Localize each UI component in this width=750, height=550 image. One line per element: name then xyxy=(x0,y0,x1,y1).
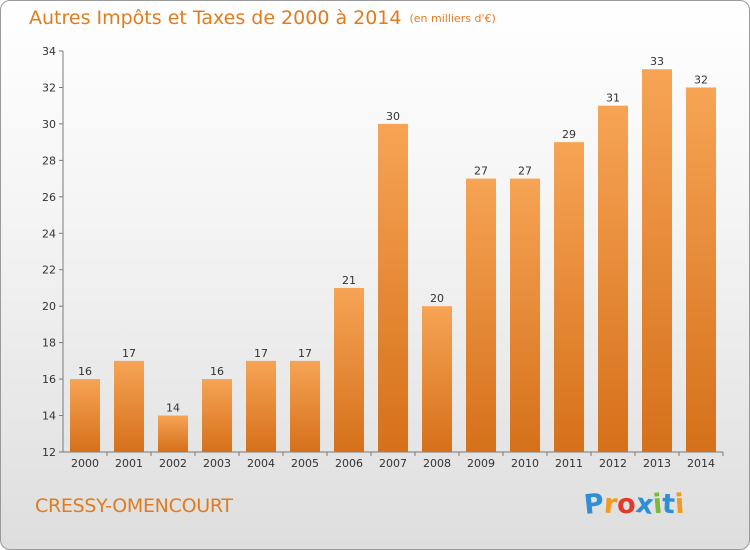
data-label: 29 xyxy=(562,128,576,141)
x-tick-label: 2008 xyxy=(423,457,451,470)
x-tick-label: 2012 xyxy=(599,457,627,470)
proxiti-logo: Proxiti xyxy=(582,488,686,521)
bar-2009 xyxy=(466,178,496,452)
data-label: 27 xyxy=(518,165,532,178)
data-label: 30 xyxy=(386,110,400,123)
x-tick-label: 2006 xyxy=(335,457,363,470)
data-label: 32 xyxy=(694,73,708,86)
x-tick-label: 2004 xyxy=(247,457,275,470)
chart-bars xyxy=(70,69,716,453)
bar-2004 xyxy=(246,360,276,452)
bar-2014 xyxy=(686,87,716,453)
y-tick-label: 24 xyxy=(42,227,56,240)
x-tick-label: 2011 xyxy=(555,457,583,470)
data-label: 17 xyxy=(298,347,312,360)
y-tick-label: 18 xyxy=(42,337,56,350)
y-tick-label: 34 xyxy=(42,45,56,58)
x-tick-label: 2005 xyxy=(291,457,319,470)
data-label: 17 xyxy=(254,347,268,360)
data-label: 31 xyxy=(606,92,620,105)
chart-title: Autres Impôts et Taxes de 2000 à 2014 (en… xyxy=(29,7,496,29)
x-tick-label: 2002 xyxy=(159,457,187,470)
bar-2006 xyxy=(334,287,364,452)
y-tick-label: 12 xyxy=(42,446,56,459)
bar-2010 xyxy=(510,178,540,452)
x-tick-label: 2001 xyxy=(115,457,143,470)
bar-2000 xyxy=(70,379,100,452)
chart-title-unit: (en milliers d'€) xyxy=(409,12,496,25)
data-label: 21 xyxy=(342,274,356,287)
y-tick-label: 30 xyxy=(42,118,56,131)
x-tick-label: 2013 xyxy=(643,457,671,470)
y-tick-label: 16 xyxy=(42,373,56,386)
x-tick-label: 2007 xyxy=(379,457,407,470)
data-label: 17 xyxy=(122,347,136,360)
chart-labels: 2000 16 2001 17 2002 14 2003 16 2004 17 2005 17 2006… xyxy=(71,55,715,470)
x-tick-label: 2009 xyxy=(467,457,495,470)
y-tick-label: 14 xyxy=(42,410,56,423)
y-tick-label: 26 xyxy=(42,191,56,204)
x-tick-label: 2000 xyxy=(71,457,99,470)
bar-2001 xyxy=(114,360,144,452)
data-label: 33 xyxy=(650,55,664,68)
x-tick-label: 2003 xyxy=(203,457,231,470)
bar-2013 xyxy=(642,69,672,453)
logo-letter: P xyxy=(582,488,606,521)
data-label: 16 xyxy=(78,365,92,378)
location-name: CRESSY-OMENCOURT xyxy=(35,495,233,517)
y-tick-label: 20 xyxy=(42,300,56,313)
bar-2008 xyxy=(422,306,452,452)
x-tick-label: 2014 xyxy=(687,457,715,470)
bar-2007 xyxy=(378,123,408,452)
chart-title-main: Autres Impôts et Taxes de 2000 à 2014 xyxy=(29,7,402,29)
y-tick-label: 32 xyxy=(42,81,56,94)
bar-2012 xyxy=(598,105,628,452)
data-label: 27 xyxy=(474,165,488,178)
bar-2002 xyxy=(158,415,188,452)
bar-2005 xyxy=(290,360,320,452)
y-tick-label: 28 xyxy=(42,154,56,167)
x-tick-label: 2010 xyxy=(511,457,539,470)
bar-2011 xyxy=(554,142,584,453)
y-tick-label: 22 xyxy=(42,264,56,277)
data-label: 16 xyxy=(210,365,224,378)
bar-2003 xyxy=(202,379,232,452)
data-label: 14 xyxy=(166,402,180,415)
logo-letter: i xyxy=(674,488,686,521)
data-label: 20 xyxy=(430,292,444,305)
